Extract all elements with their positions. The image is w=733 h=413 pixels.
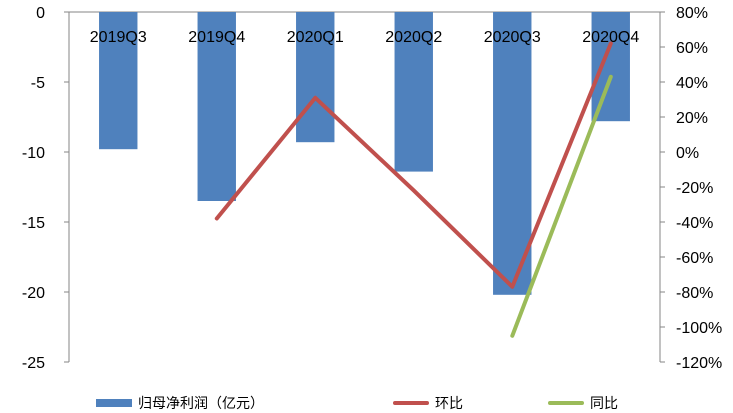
right-tick-label: -40% bbox=[676, 215, 713, 232]
legend-label-profit: 归母净利润（亿元） bbox=[138, 396, 264, 412]
right-tick-label: -20% bbox=[676, 180, 713, 197]
right-tick-label: -120% bbox=[676, 355, 722, 372]
category-label: 2019Q4 bbox=[188, 29, 245, 46]
legend: 归母净利润（亿元） 环比 同比 bbox=[0, 393, 733, 412]
combo-chart: 0 -5 -10 -15 -20 -25 80% 60% 40% 20% 0% -20% -40% -6… bbox=[22, 5, 722, 372]
yoy-line bbox=[510, 74, 613, 338]
category-label: 2020Q3 bbox=[484, 29, 541, 46]
bar-2019Q4 bbox=[197, 12, 236, 201]
right-tick-label: -60% bbox=[676, 250, 713, 267]
left-tick-label: -5 bbox=[31, 75, 45, 92]
right-tick-label: 80% bbox=[676, 5, 708, 22]
bar-2020Q2 bbox=[394, 12, 433, 172]
left-tick-label: -25 bbox=[22, 355, 45, 372]
legend-swatch-qoq bbox=[393, 401, 429, 405]
legend-swatch-profit bbox=[96, 399, 132, 407]
left-tick-label: -20 bbox=[22, 285, 45, 302]
right-y-axis: 80% 60% 40% 20% 0% -20% -40% -60% -80% -100% -120% bbox=[659, 5, 722, 372]
category-label: 2020Q1 bbox=[287, 29, 344, 46]
left-tick-label: -15 bbox=[22, 215, 45, 232]
right-tick-label: 60% bbox=[676, 40, 708, 57]
qoq-line bbox=[214, 41, 613, 289]
bar-2019Q3 bbox=[99, 12, 138, 150]
category-label: 2020Q2 bbox=[385, 29, 442, 46]
legend-item-profit: 归母净利润（亿元） bbox=[96, 393, 264, 413]
left-tick-label: -10 bbox=[22, 145, 45, 162]
bar-2020Q1 bbox=[296, 12, 335, 143]
bar-2020Q4 bbox=[591, 12, 630, 122]
left-tick-label: 0 bbox=[36, 5, 45, 22]
legend-label-qoq: 环比 bbox=[435, 396, 463, 412]
right-tick-label: -80% bbox=[676, 285, 713, 302]
bar-2020Q3 bbox=[493, 12, 532, 295]
legend-item-yoy: 同比 bbox=[548, 393, 618, 413]
right-tick-label: 40% bbox=[676, 75, 708, 92]
right-tick-label: -100% bbox=[676, 320, 722, 337]
line-series bbox=[214, 41, 613, 338]
category-labels: 2019Q3 2019Q4 2020Q1 2020Q2 2020Q3 2020Q4 bbox=[90, 29, 640, 46]
category-label: 2020Q4 bbox=[582, 29, 639, 46]
legend-item-qoq: 环比 bbox=[393, 393, 463, 413]
left-y-axis: 0 -5 -10 -15 -20 -25 bbox=[22, 5, 660, 372]
right-tick-label: 20% bbox=[676, 110, 708, 127]
legend-swatch-yoy bbox=[548, 401, 584, 405]
bar-series bbox=[99, 12, 630, 295]
legend-label-yoy: 同比 bbox=[590, 396, 618, 412]
right-tick-label: 0% bbox=[676, 145, 699, 162]
category-label: 2019Q3 bbox=[90, 29, 147, 46]
